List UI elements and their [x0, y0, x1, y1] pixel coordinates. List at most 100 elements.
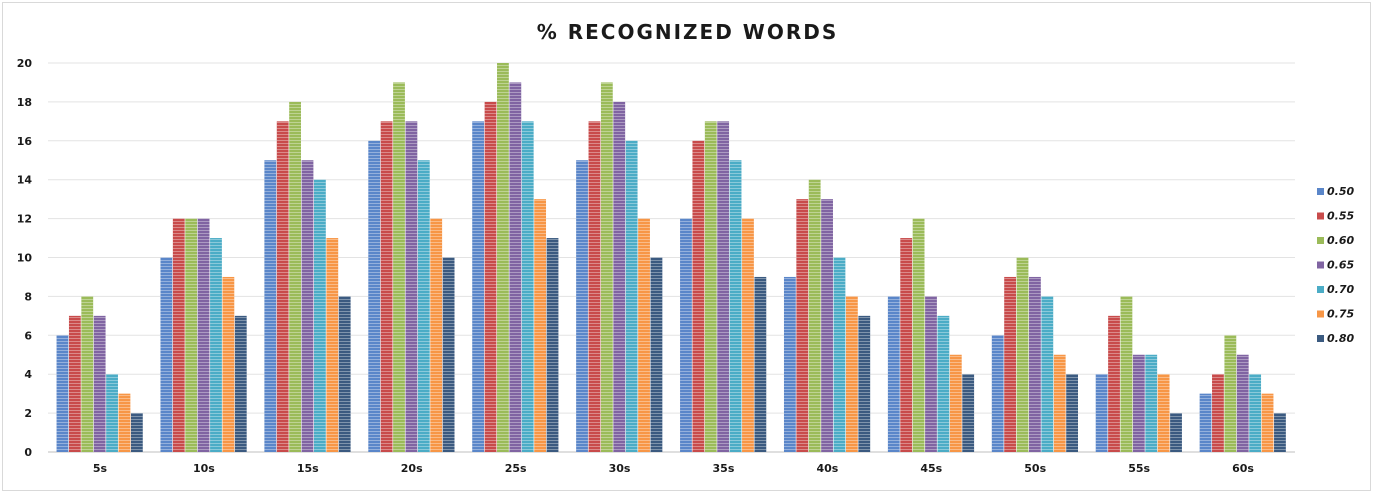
- bar-texture: [289, 101, 301, 453]
- bar-texture: [1212, 374, 1224, 452]
- x-tick-label: 55s: [1128, 462, 1150, 475]
- bar-texture: [521, 121, 534, 452]
- bar-texture: [546, 238, 559, 452]
- y-tick-label: 4: [24, 368, 32, 381]
- bar-texture: [1004, 276, 1017, 452]
- x-tick-label: 50s: [1024, 462, 1046, 475]
- bar-texture: [613, 101, 626, 453]
- bar-texture: [93, 315, 106, 452]
- bar-texture: [1095, 374, 1108, 452]
- y-tick-label: 12: [17, 213, 32, 226]
- bar-texture: [106, 374, 118, 452]
- bar-texture: [949, 354, 962, 452]
- bar-texture: [1157, 374, 1170, 452]
- bar-texture: [1132, 354, 1145, 452]
- bar-texture: [1249, 374, 1262, 452]
- bar-texture: [704, 121, 717, 452]
- bar-texture: [808, 179, 821, 452]
- y-tick-label: 6: [24, 329, 32, 342]
- bar-texture: [56, 335, 69, 452]
- bar-texture: [1261, 393, 1274, 452]
- bar-texture: [368, 140, 381, 453]
- bar-texture: [185, 218, 198, 452]
- bar-texture: [717, 121, 730, 452]
- bar-texture: [264, 160, 277, 452]
- bar-texture: [497, 63, 509, 452]
- x-tick-label: 35s: [713, 462, 735, 475]
- legend-label: 0.55: [1327, 210, 1354, 223]
- x-tick-label: 5s: [93, 462, 108, 475]
- bar-texture: [118, 393, 131, 452]
- bar-texture: [197, 218, 210, 452]
- bar-texture: [405, 121, 418, 452]
- x-tick-label: 15s: [297, 462, 319, 475]
- bar-texture: [68, 315, 81, 452]
- bar-texture: [1224, 335, 1237, 452]
- bar-texture: [1170, 413, 1182, 452]
- bar-texture: [1053, 354, 1066, 452]
- bar-texture: [276, 121, 289, 452]
- bar-texture: [845, 296, 858, 452]
- legend-label: 0.70: [1327, 283, 1354, 296]
- bar-texture: [588, 121, 601, 452]
- bar-texture: [509, 82, 522, 452]
- bar-texture: [1108, 315, 1120, 452]
- bar-texture: [338, 296, 351, 452]
- bar-texture: [417, 160, 430, 452]
- bar-texture: [1066, 374, 1079, 452]
- bar-texture: [638, 218, 650, 452]
- bar-texture: [1145, 354, 1158, 452]
- bar-texture: [680, 218, 692, 452]
- bar-texture: [172, 218, 185, 452]
- bar-texture: [912, 218, 925, 452]
- legend-swatch: [1317, 237, 1324, 244]
- bar-texture: [821, 199, 833, 452]
- bar-texture: [1120, 296, 1133, 452]
- bar-texture: [650, 257, 663, 452]
- legend-swatch: [1317, 212, 1324, 220]
- legend-swatch: [1317, 310, 1324, 318]
- bar-texture: [692, 140, 705, 453]
- bar-texture: [484, 101, 497, 453]
- bar-texture: [625, 140, 638, 453]
- x-tick-label: 10s: [193, 462, 215, 475]
- bar-texture: [742, 218, 754, 452]
- bar-texture: [222, 276, 235, 452]
- bar-texture: [1274, 413, 1286, 452]
- bar-texture: [937, 315, 950, 452]
- legend-label: 0.75: [1327, 308, 1354, 321]
- bar-texture: [833, 257, 846, 452]
- bar-texture: [754, 276, 767, 452]
- bar-texture: [962, 374, 975, 452]
- bar-texture: [600, 82, 613, 452]
- y-tick-label: 18: [17, 96, 32, 109]
- y-tick-label: 20: [17, 57, 33, 70]
- bar-texture: [534, 199, 547, 452]
- bar-texture: [1029, 276, 1041, 452]
- bar-texture: [1236, 354, 1249, 452]
- bar-texture: [234, 315, 247, 452]
- y-tick-label: 0: [24, 446, 32, 459]
- legend-label: 0.60: [1327, 234, 1354, 247]
- x-tick-label: 60s: [1232, 462, 1254, 475]
- legend-swatch: [1317, 335, 1324, 342]
- y-tick-label: 8: [24, 290, 32, 303]
- bar-texture: [326, 238, 339, 452]
- bar-texture: [313, 179, 326, 452]
- x-tick-label: 40s: [816, 462, 838, 475]
- x-tick-label: 20s: [401, 462, 423, 475]
- bar-texture: [783, 276, 796, 452]
- legend-swatch: [1317, 261, 1324, 269]
- legend-label: 0.50: [1327, 185, 1354, 198]
- bar-texture: [130, 413, 143, 452]
- bar-texture: [301, 160, 314, 452]
- bar-texture: [858, 315, 871, 452]
- y-tick-label: 2: [24, 407, 32, 420]
- bar-texture: [380, 121, 393, 452]
- bar-texture: [796, 199, 809, 452]
- y-tick-label: 16: [17, 135, 33, 148]
- bar-texture: [442, 257, 455, 452]
- x-tick-label: 45s: [920, 462, 942, 475]
- bar-texture: [430, 218, 443, 452]
